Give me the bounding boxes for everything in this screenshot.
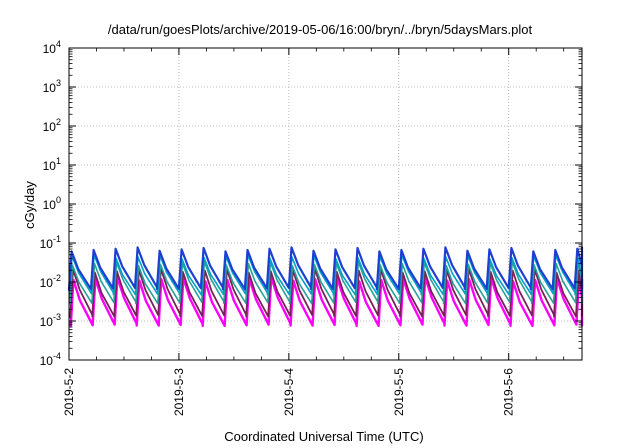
y-tick-base: 10 [40,315,54,329]
y-tick-label: 10-1 [40,234,61,251]
x-tick-label: 2019-5-2 [62,368,76,416]
x-tick-label: 2019-5-6 [502,368,516,416]
y-tick-label: 102 [43,117,61,134]
x-tick-label: 2019-5-3 [172,368,186,416]
y-tick-label: 10-3 [40,312,61,329]
x-tick-label: 2019-5-5 [392,368,406,416]
y-tick-label: 10-4 [40,351,61,368]
y-tick-base: 10 [40,354,54,368]
y-tick-exponent: 4 [56,39,61,49]
x-tick-label: 2019-5-4 [282,368,296,416]
y-tick-base: 10 [40,237,54,251]
y-tick-base: 10 [40,276,54,290]
series-layer [67,246,584,328]
x-tick-labels: 2019-5-2 2019-5-3 2019-5-4 2019-5-5 2019-5-6 [62,368,516,416]
y-tick-base: 10 [43,159,57,173]
y-tick-label: 10-2 [40,273,61,290]
series-line [69,267,583,319]
series-line [69,260,583,305]
y-tick-exponent: 1 [56,156,61,166]
y-tick-label: 103 [43,78,61,95]
y-tick-base: 10 [43,42,57,56]
series-line [69,276,584,328]
y-tick-exponent: -3 [53,312,61,322]
axis-ticks [68,47,582,361]
y-tick-base: 10 [43,120,57,134]
y-tick-label: 100 [43,195,61,212]
y-tick-exponent: -2 [53,273,61,283]
y-tick-exponent: 0 [56,195,61,205]
y-tick-exponent: -1 [53,234,61,244]
x-axis-label: Coordinated Universal Time (UTC) [224,429,423,444]
y-tick-base: 10 [43,198,57,212]
y-tick-exponent: -4 [53,351,61,361]
y-tick-label: 101 [43,156,61,173]
series-line [67,246,584,291]
chart-title: /data/run/goesPlots/archive/2019-05-06/1… [108,22,533,37]
y-tick-base: 10 [43,81,57,95]
y-tick-exponent: 3 [56,78,61,88]
y-axis-label: cGy/day [22,181,37,229]
y-tick-exponent: 2 [56,117,61,127]
grid [69,48,582,360]
y-tick-label: 104 [43,39,61,56]
